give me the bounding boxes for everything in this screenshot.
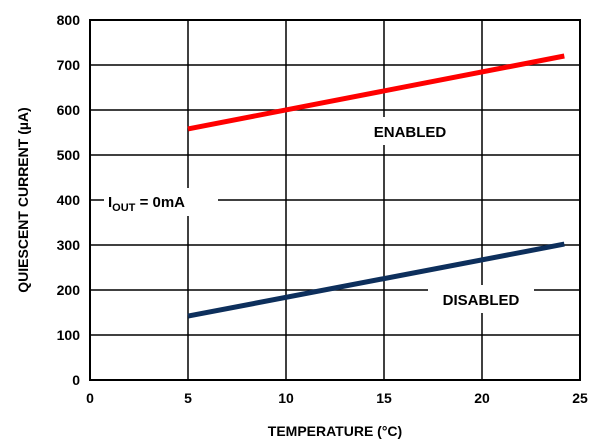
y-tick-label: 100 [57,327,81,343]
x-tick-label: 0 [86,390,94,406]
series-label-enabled: ENABLED [374,124,447,141]
y-tick-label: 600 [57,102,81,118]
y-tick-label: 200 [57,282,81,298]
condition-main: I [108,194,112,211]
series-line-disabled [187,241,565,319]
y-tick-label: 800 [57,12,81,28]
plot-frame [89,19,581,381]
y-tick-label: 300 [57,237,81,253]
y-tick-label: 700 [57,57,81,73]
series-lines [187,53,565,319]
x-tick-label: 20 [474,390,490,406]
disabled-label-bg [428,285,534,313]
condition-label-bg [104,188,218,216]
condition-rest: = 0mA [135,194,185,211]
condition-label: IOUT = 0mA [108,194,185,214]
enabled-label-bg [355,117,465,145]
x-axis-title: TEMPERATURE (°C) [268,423,402,439]
y-tick-label: 0 [72,372,80,388]
x-tick-label: 15 [376,390,392,406]
series-line-enabled [187,53,565,132]
x-tick-label: 25 [572,390,588,406]
condition-subscript: OUT [112,202,136,214]
x-tick-label: 5 [184,390,192,406]
y-axis-title: QUIESCENT CURRENT (µA) [15,107,31,292]
y-tick-label: 400 [57,192,81,208]
tick-labels: 0 5 10 15 20 25 0 100 200 300 400 500 600 700 800 [57,12,588,406]
x-tick-label: 10 [278,390,294,406]
y-tick-label: 500 [57,147,81,163]
series-label-disabled: DISABLED [443,292,520,309]
